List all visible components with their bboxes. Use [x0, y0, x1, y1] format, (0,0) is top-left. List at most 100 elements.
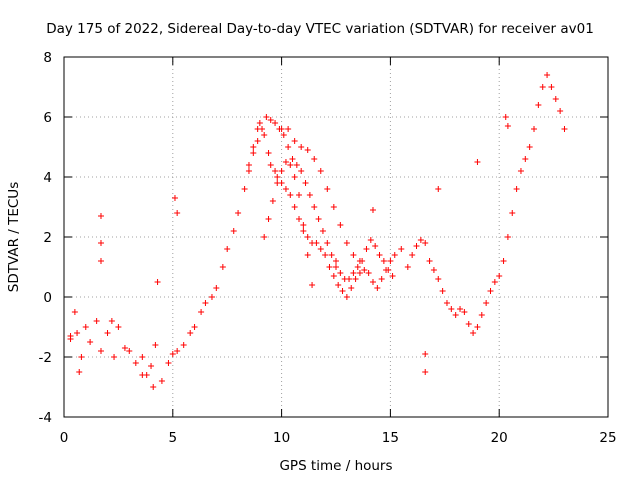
data-point: [319, 228, 326, 234]
data-point: [132, 360, 139, 366]
data-point: [348, 285, 355, 291]
data-point: [115, 324, 122, 330]
data-point: [439, 288, 446, 294]
data-point: [261, 132, 268, 138]
data-point: [365, 270, 372, 276]
y-tick-label: 4: [43, 170, 52, 186]
data-point: [230, 228, 237, 234]
data-point: [121, 345, 128, 351]
x-axis-label: GPS time / hours: [279, 458, 392, 474]
data-point: [111, 354, 118, 360]
y-axis-label: SDTVAR / TECUs: [6, 182, 22, 292]
data-point: [198, 309, 205, 315]
data-point: [298, 144, 305, 150]
data-point: [302, 180, 309, 186]
y-tick-label: 0: [43, 290, 52, 306]
data-point: [174, 210, 181, 216]
axis-ticks: 0 5 10 15 20 25 -4 -2 0 2 4 6 8: [39, 50, 617, 446]
data-point: [522, 156, 529, 162]
data-point: [435, 186, 442, 192]
data-point: [504, 123, 511, 129]
data-point: [278, 168, 285, 174]
x-tick-label: 20: [491, 430, 508, 446]
data-point: [224, 246, 231, 252]
data-point: [409, 252, 416, 258]
y-tick-label: -2: [39, 350, 52, 366]
data-point: [457, 306, 464, 312]
data-point: [470, 330, 477, 336]
data-point: [330, 273, 337, 279]
data-point: [148, 363, 155, 369]
data-point: [496, 273, 503, 279]
data-point: [304, 147, 311, 153]
data-point: [333, 258, 339, 264]
x-tick-label: 0: [60, 430, 69, 446]
data-point: [187, 330, 194, 336]
data-point: [326, 264, 333, 270]
data-point: [306, 192, 313, 198]
data-point: [333, 264, 339, 270]
data-point: [361, 267, 368, 273]
data-point: [93, 318, 100, 324]
data-point: [278, 126, 285, 132]
data-point: [398, 246, 405, 252]
data-point: [265, 216, 272, 222]
data-point: [443, 300, 450, 306]
data-point: [337, 222, 344, 228]
data-point: [139, 372, 146, 378]
data-point: [267, 162, 274, 168]
plot-frame: [63, 56, 609, 418]
data-point: [422, 351, 429, 357]
data-point: [465, 321, 472, 327]
data-point: [67, 333, 74, 339]
data-point: [378, 276, 385, 282]
data-point: [404, 264, 411, 270]
data-point: [311, 204, 318, 210]
data-point: [385, 267, 392, 273]
data-point: [478, 312, 485, 318]
data-point: [317, 246, 324, 252]
data-point: [544, 72, 551, 78]
data-point: [376, 252, 383, 258]
data-point: [474, 159, 481, 165]
data-point: [504, 234, 511, 240]
data-point: [356, 258, 363, 264]
data-point: [300, 222, 307, 228]
y-tick-label: 8: [43, 50, 52, 66]
data-point: [452, 312, 459, 318]
data-points: [67, 72, 568, 390]
data-point: [245, 168, 252, 174]
data-point: [337, 270, 344, 276]
data-point: [369, 279, 376, 285]
data-point: [97, 258, 104, 264]
x-tick-label: 5: [169, 430, 178, 446]
data-point: [158, 378, 165, 384]
data-point: [483, 300, 490, 306]
data-point: [354, 264, 361, 270]
data-point: [285, 126, 292, 132]
data-point: [263, 114, 270, 120]
data-point: [517, 168, 524, 174]
data-point: [315, 216, 322, 222]
data-point: [245, 162, 252, 168]
data-point: [317, 168, 324, 174]
data-point: [313, 240, 320, 246]
data-point: [502, 114, 509, 120]
data-point: [126, 348, 133, 354]
data-point: [139, 354, 146, 360]
data-point: [152, 342, 159, 348]
data-point: [509, 210, 516, 216]
data-point: [208, 294, 215, 300]
data-point: [374, 285, 381, 291]
data-point: [350, 252, 357, 258]
data-point: [304, 252, 311, 258]
data-point: [343, 294, 350, 300]
data-point: [513, 186, 520, 192]
data-point: [335, 282, 342, 288]
data-point: [235, 210, 242, 216]
data-point: [324, 186, 331, 192]
data-point: [265, 150, 272, 156]
data-point: [202, 300, 209, 306]
data-point: [343, 240, 350, 246]
